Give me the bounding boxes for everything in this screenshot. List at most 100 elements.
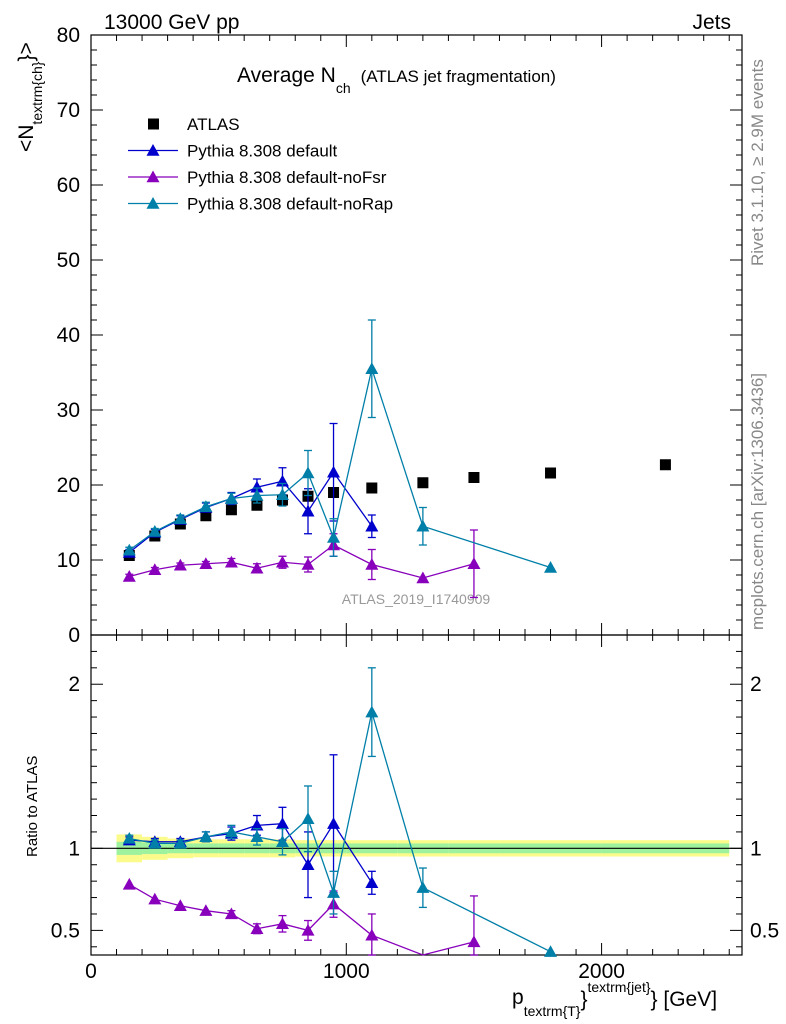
- x-tick-label: 2000: [578, 960, 625, 983]
- ratio-series-0-point: [327, 817, 341, 829]
- ratio-series-2-point: [224, 825, 238, 838]
- legend-marker: [146, 197, 160, 209]
- main-series-3-point: [224, 492, 238, 504]
- main-series-1-point: [365, 519, 379, 532]
- main-title: Average Nch(ATLAS jet fragmentation): [237, 64, 556, 96]
- main-series-3-point: [544, 561, 558, 573]
- y-axis-label: <Ntextrm{ch}}>: [15, 42, 45, 152]
- atlas-data-point: [417, 477, 429, 489]
- main-y-tick-label: 10: [57, 549, 80, 572]
- ratio-y-tick-label: 1: [68, 837, 80, 860]
- x-tick-label: 0: [85, 960, 97, 983]
- main-series-3-point: [122, 543, 136, 556]
- legend-label: Pythia 8.308 default: [187, 142, 338, 161]
- main-y-tick-label: 0: [68, 624, 80, 647]
- header-left: 13000 GeV pp: [104, 11, 239, 34]
- ratio-series-1-point: [365, 928, 379, 941]
- x-axis-label: ptextrm{T}}textrm{jet}} [GeV]: [512, 979, 717, 1019]
- ratio-series-2-line: [129, 711, 551, 953]
- main-series-3-point: [327, 531, 341, 543]
- main-series-1-point: [301, 504, 315, 517]
- ratio-series-0-point: [301, 858, 315, 870]
- main-series-2-point: [122, 570, 136, 582]
- main-series-2-point: [275, 555, 289, 568]
- main-series-2-point: [301, 558, 315, 570]
- main-series-2-point: [250, 561, 264, 574]
- ratio-panel-frame: [90, 634, 743, 956]
- ratio-series-2-point: [122, 831, 136, 844]
- legend-label: ATLAS: [187, 115, 240, 134]
- legend-label: Pythia 8.308 default-noRap: [187, 195, 393, 214]
- legend-marker-atlas: [148, 118, 159, 130]
- main-y-tick-label: 30: [57, 399, 80, 422]
- ratio-series-0-point: [250, 818, 264, 831]
- ratio-series-2-point: [148, 836, 162, 849]
- atlas-data-point: [225, 504, 237, 516]
- atlas-data-point: [200, 510, 212, 522]
- main-series-2-point: [224, 555, 238, 568]
- ratio-series-1-point: [467, 935, 481, 948]
- ratio-series-1-point: [173, 899, 187, 911]
- ratio-y-tick-label-right: 1: [750, 837, 762, 860]
- ratio-series-0-point: [365, 876, 379, 888]
- main-series-3-point: [173, 512, 187, 524]
- main-series-2-point: [467, 557, 481, 569]
- main-y-tick-label: 50: [57, 249, 80, 272]
- ratio-series-2-point: [327, 886, 341, 898]
- ratio-y-tick-label: 2: [68, 673, 80, 696]
- ratio-series-1-point: [122, 877, 136, 890]
- ratio-series-1-point: [250, 922, 264, 934]
- atlas-data-point: [468, 472, 480, 483]
- main-series-2-point: [416, 571, 430, 584]
- ratio-series-2-point: [416, 881, 430, 893]
- main-y-tick-label: 60: [57, 174, 80, 197]
- main-series-1-line: [128, 471, 373, 554]
- main-series-2-line: [129, 544, 475, 579]
- ratio-series-1-point: [148, 892, 162, 905]
- header-right: Jets: [692, 11, 731, 34]
- main-y-tick-label: 70: [57, 99, 80, 122]
- ratio-y-tick-label-right: 2: [750, 673, 762, 696]
- ratio-y-tick-label: 0.5: [51, 919, 80, 942]
- main-series-3-point: [416, 519, 430, 532]
- legend-marker: [146, 170, 160, 183]
- ratio-series-0-point: [275, 817, 289, 829]
- main-series-2-point: [173, 558, 187, 571]
- main-series-1-point: [327, 465, 341, 478]
- ratio-series-1-point: [275, 917, 289, 930]
- main-series-3-line: [128, 366, 551, 569]
- ratio-series-2-point: [544, 945, 558, 957]
- ratio-series-2-point: [173, 836, 187, 849]
- main-series-3-point: [148, 525, 162, 537]
- main-series-3-point: [365, 362, 379, 374]
- analysis-label: ATLAS_2019_I1740909: [342, 591, 491, 607]
- main-y-tick-label: 40: [57, 324, 80, 347]
- legend-marker: [146, 144, 160, 156]
- ratio-series-2-point: [301, 812, 315, 824]
- ratio-y-axis-label: Ratio to ATLAS: [24, 756, 41, 857]
- rivet-label: Rivet 3.1.10, ≥ 2.9M events: [748, 59, 767, 266]
- atlas-data-point: [545, 467, 557, 479]
- ratio-series-1-point: [199, 904, 213, 916]
- main-series-2-point: [199, 557, 213, 569]
- main-series-2-point: [148, 563, 162, 575]
- ratio-series-1-line: [128, 883, 475, 956]
- ratio-series-2-point: [199, 830, 213, 843]
- mcplots-label: mcplots.cern.ch [arXiv:1306.3436]: [748, 373, 767, 630]
- legend-label: Pythia 8.308 default-noFsr: [187, 168, 387, 187]
- ratio-y-tick-label-right: 0.5: [750, 919, 779, 942]
- atlas-data-point: [251, 499, 263, 511]
- main-series-3-point: [275, 488, 289, 500]
- ratio-series-2-point: [365, 705, 379, 718]
- atlas-data-point: [366, 482, 378, 494]
- main-y-tick-label: 80: [57, 24, 80, 47]
- main-series-3-point: [199, 500, 213, 512]
- main-series-1-point: [250, 480, 264, 493]
- main-series-3-point: [301, 466, 315, 479]
- main-series-2-point: [365, 558, 379, 570]
- main-y-tick-label: 20: [57, 474, 80, 497]
- main-series-3-point: [250, 489, 264, 501]
- ratio-series-2-point: [250, 830, 264, 843]
- x-tick-label: 1000: [323, 960, 370, 983]
